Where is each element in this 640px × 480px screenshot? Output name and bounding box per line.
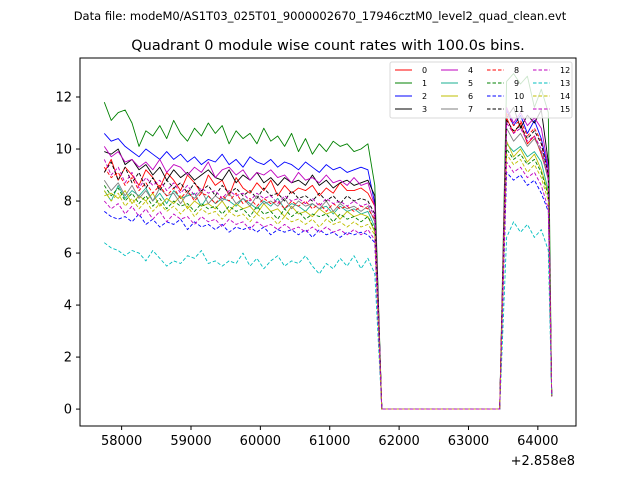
series-line-10	[104, 171, 553, 410]
axes-frame	[79, 57, 577, 427]
x-tick-label: 64000	[517, 434, 558, 449]
x-tick-label: 59000	[170, 434, 211, 449]
x-offset-label: +2.858e8	[511, 454, 575, 469]
series-line-14	[103, 153, 553, 410]
x-tick-label: 62000	[378, 434, 419, 449]
legend-label-8: 8	[514, 66, 519, 75]
x-tick-label: 60000	[240, 434, 281, 449]
legend-label-10: 10	[514, 92, 524, 101]
x-tick-label: 58000	[101, 434, 142, 449]
y-tick-label: 4	[64, 299, 72, 314]
y-tick-label: 6	[64, 247, 72, 262]
legend-label-13: 13	[560, 79, 570, 88]
legend-label-1: 1	[422, 79, 427, 88]
legend-label-0: 0	[422, 66, 427, 75]
legend-label-5: 5	[468, 79, 473, 88]
legend-box	[389, 61, 573, 119]
x-tick-label: 63000	[448, 434, 489, 449]
series-line-15	[103, 161, 553, 410]
plot-area	[103, 73, 553, 410]
chart-title: Quadrant 0 module wise count rates with …	[131, 38, 525, 54]
y-tick-label: 12	[55, 91, 72, 106]
legend-label-4: 4	[468, 66, 473, 75]
y-axis: 0 2 4 6 8 10 12	[55, 91, 80, 418]
legend-label-2: 2	[422, 92, 427, 101]
legend-label-3: 3	[422, 105, 427, 114]
legend-label-15: 15	[560, 105, 570, 114]
series-line-9	[103, 148, 553, 410]
legend-label-12: 12	[560, 66, 570, 75]
x-axis: 58000 59000 60000 61000 62000 63000 64000	[101, 426, 559, 449]
y-tick-label: 10	[55, 143, 72, 158]
y-tick-label: 8	[64, 195, 72, 210]
suptitle: Data file: modeM0/AS1T03_025T01_90000026…	[74, 9, 567, 23]
legend-label-11: 11	[514, 105, 524, 114]
legend-label-9: 9	[514, 79, 519, 88]
legend-label-6: 6	[468, 92, 473, 101]
legend-label-14: 14	[560, 92, 570, 101]
legend-label-7: 7	[468, 105, 473, 114]
x-tick-label: 61000	[309, 434, 350, 449]
y-tick-label: 0	[64, 403, 72, 418]
y-tick-label: 2	[64, 351, 72, 366]
